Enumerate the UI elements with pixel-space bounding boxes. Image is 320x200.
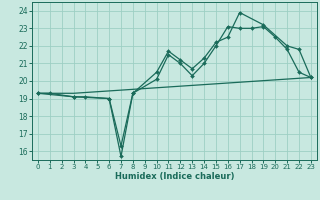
X-axis label: Humidex (Indice chaleur): Humidex (Indice chaleur) <box>115 172 234 181</box>
